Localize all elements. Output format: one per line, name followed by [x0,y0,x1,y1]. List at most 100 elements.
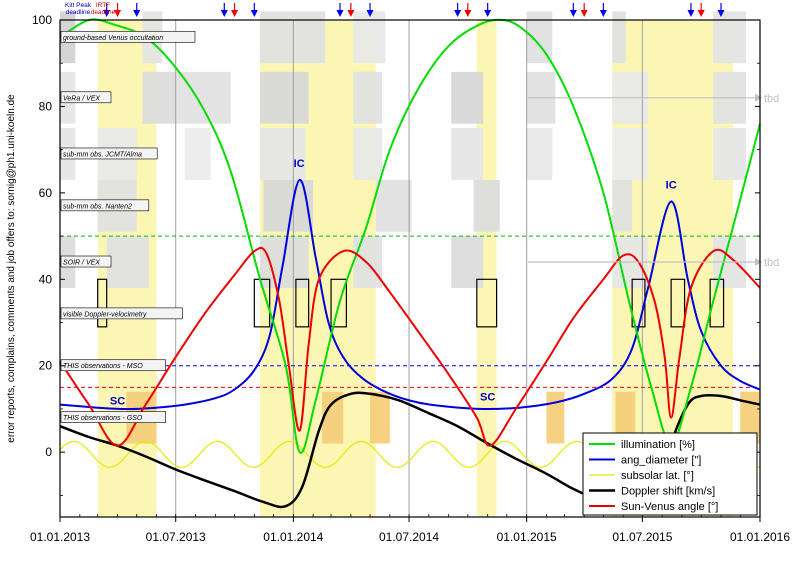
observation-block [546,391,565,444]
kitt-peak-deadline-marker-head [569,10,577,17]
y-tick-label: 0 [45,445,52,459]
legend-entry: illumination [%] [621,439,695,451]
kitt-peak-deadline-marker-head [484,10,492,17]
observation-block [353,128,383,180]
observation-block [526,11,553,64]
observation-block [713,128,746,180]
irtf-label: IRTF [96,2,110,9]
mso-observation-box [295,278,310,328]
irtf-deadline-marker-head [580,10,588,17]
kitt-peak-deadline-marker-head [717,10,725,17]
kitt-peak-deadline-marker-head [454,10,462,17]
tbd-arrowhead [755,93,762,102]
legend-box [582,432,758,516]
observation-block [713,11,746,64]
kitt-peak-deadline-marker-head [687,10,695,17]
mso-observation-box [670,278,686,328]
kitt-peak-deadline-marker-head [336,10,344,17]
irtf-label-sub: deadline [91,9,116,16]
y-tick-label: 80 [39,99,53,113]
row-label: VeRa / VEX [63,95,100,102]
tbd-arrowhead [755,258,762,267]
y-tick-label: 60 [39,186,53,200]
kitt-peak-deadline-marker-head [220,10,228,17]
curve-annotation: IC [666,180,677,192]
observation-block [612,11,626,64]
observation-block [106,236,149,288]
irtf-deadline-marker-head [114,10,122,17]
irtf-deadline-marker-head [347,10,355,17]
row-label-box [60,411,166,423]
row-label-box [60,91,112,104]
plot-frame [59,19,761,518]
legend-entry: ang_diameter ["] [621,455,701,467]
kitt-peak-label: Kitt Peak [65,2,92,9]
observation-block [184,128,211,180]
curve-annotation: SC [480,391,495,403]
legend-entry: Doppler shift [km/s] [621,486,715,498]
row-label: ground-based Venus occultation [63,35,163,42]
observation-block [322,391,344,444]
observation-block [615,391,636,444]
tbd-label: tbd [764,93,779,105]
observation-block [612,179,633,232]
y-tick-label: 100 [32,13,52,27]
observation-block [260,128,306,180]
row-label: sub-mm obs. JCMT/Alma [63,151,142,158]
row-label-box [60,307,183,320]
mso-observation-box [709,278,725,328]
observation-block [260,11,326,64]
observation-block [451,71,484,124]
series-line-2 [59,178,761,411]
kitt-peak-deadline-marker-head [599,10,607,17]
observation-block [353,11,386,64]
row-label-box [60,30,196,43]
y-tick-label: 20 [39,359,53,373]
kitt-peak-deadline-marker-head [103,10,111,17]
x-tick-label: 01.01.2015 [497,530,557,544]
observation-block [526,128,553,180]
observation-block [260,236,309,288]
x-tick-label: 01.07.2015 [612,530,672,544]
legend-entry: subsolar lat. [°] [621,470,694,482]
observation-block [353,71,383,124]
mso-observation-box [97,278,108,328]
series-line-1 [59,18,761,454]
tbd-label: tbd [764,257,779,269]
row-label: sub-mm obs. Nanten2 [63,203,132,210]
legend-entry: Sun-Venus angle [°] [621,501,718,513]
observation-block [375,179,412,232]
mso-observation-box [330,278,347,328]
observation-block [451,236,484,288]
curve-annotation: IC [294,158,305,170]
row-label: THIS observations - GSO [63,415,143,422]
x-tick-label: 01.07.2013 [146,530,206,544]
x-tick-label: 01.01.2013 [30,530,90,544]
kitt-peak-deadline-marker-head [250,10,258,17]
observation-block [260,71,309,124]
row-label-box [60,147,158,160]
x-tick-label: 01.01.2016 [730,530,790,544]
series-line-5 [59,246,761,447]
x-tick-label: 01.07.2014 [379,530,439,544]
irtf-deadline-marker-head [697,10,705,17]
observation-block [353,236,383,288]
y-axis-label: error reports, complains, comments and j… [6,94,17,443]
row-label: THIS observations - MSO [63,363,143,370]
observation-block [370,391,390,444]
observation-block [263,179,314,232]
kitt-peak-deadline-marker-head [133,10,141,17]
y-tick-label: 40 [39,272,53,286]
observation-block [473,179,500,232]
row-label-box [60,255,112,268]
x-tick-label: 01.01.2014 [263,530,323,544]
row-label-box [60,199,150,212]
irtf-deadline-marker-head [231,10,239,17]
row-label: visible Doppler-velocimetry [63,311,147,318]
kitt-peak-label-sub: deadline [66,9,91,16]
mso-observation-box [476,278,498,328]
observation-block [142,71,176,124]
kitt-peak-deadline-marker-head [366,10,374,17]
irtf-deadline-marker-head [464,10,472,17]
